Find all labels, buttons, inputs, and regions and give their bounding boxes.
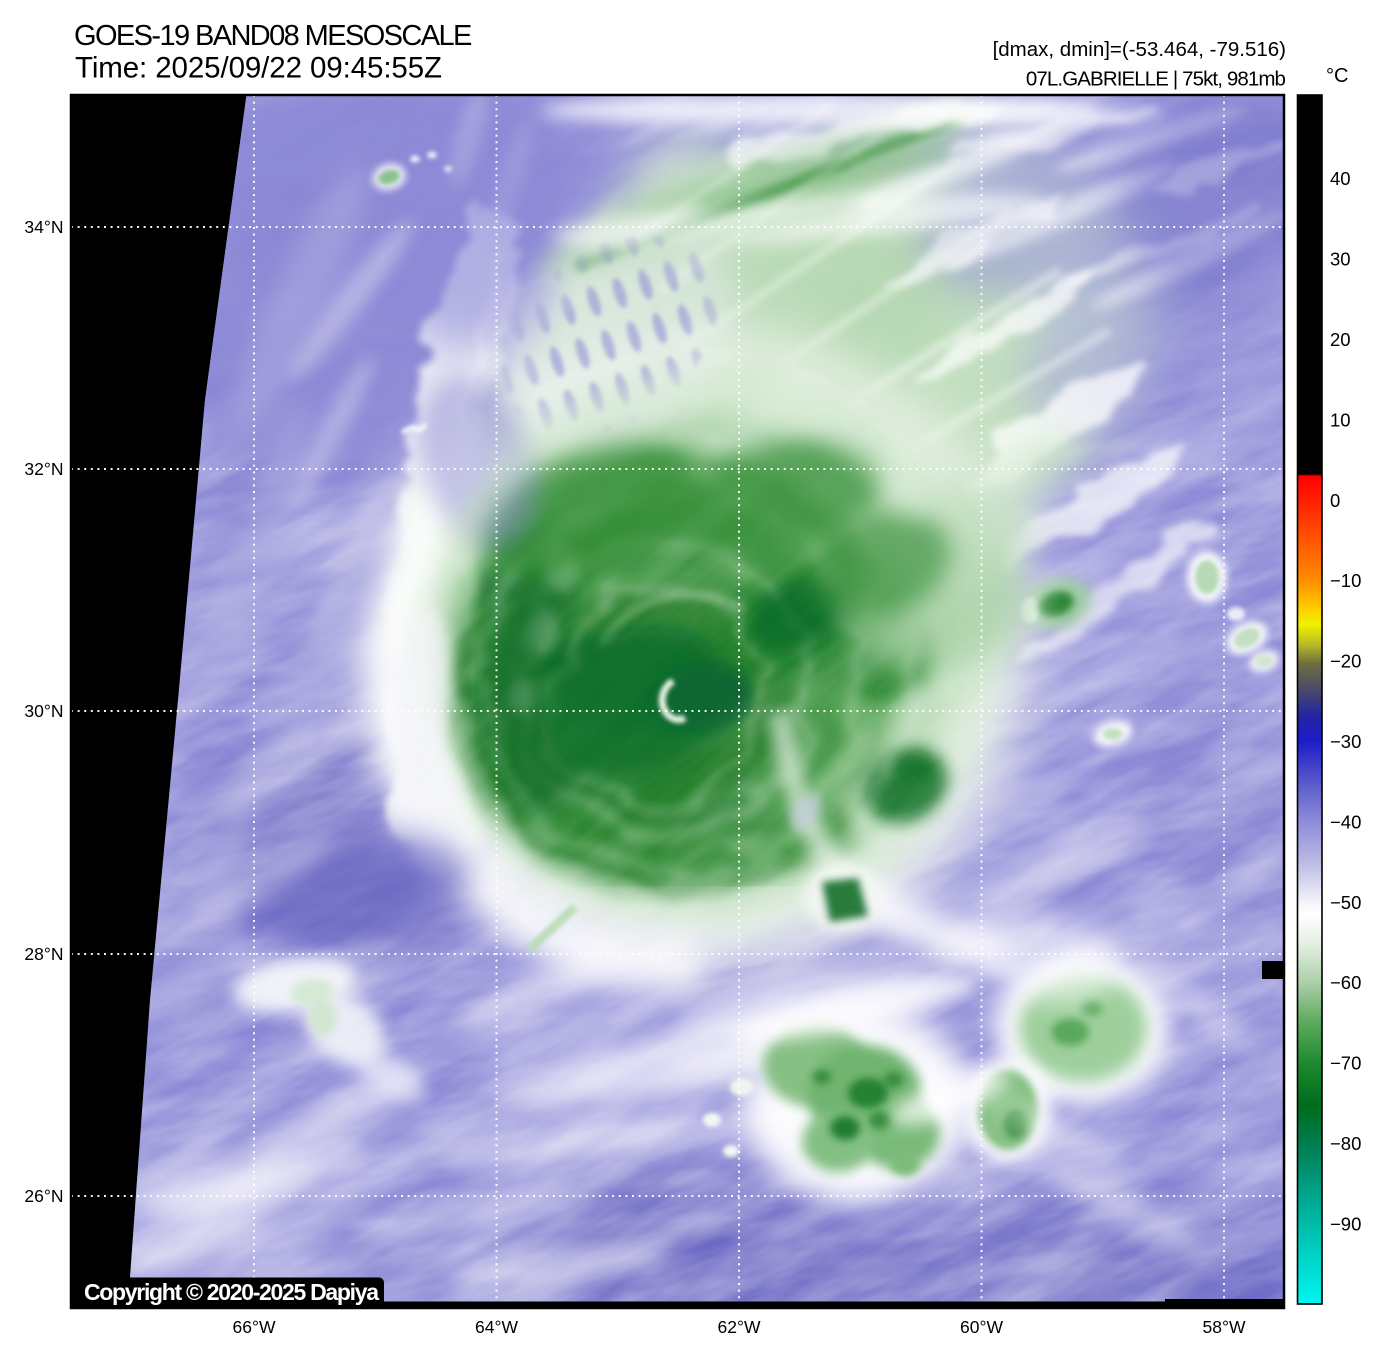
svg-text:−60: −60 xyxy=(1330,972,1361,993)
svg-text:66°W: 66°W xyxy=(233,1317,276,1337)
svg-text:−10: −10 xyxy=(1330,570,1361,591)
svg-text:−70: −70 xyxy=(1330,1053,1361,1074)
svg-text:Copyright © 2020-2025 Dapiya: Copyright © 2020-2025 Dapiya xyxy=(84,1279,379,1305)
svg-text:0: 0 xyxy=(1330,490,1340,511)
svg-text:GOES-19 BAND08 MESOSCALE: GOES-19 BAND08 MESOSCALE xyxy=(74,20,472,52)
svg-text:−30: −30 xyxy=(1330,731,1361,752)
svg-text:58°W: 58°W xyxy=(1203,1317,1246,1337)
svg-text:−40: −40 xyxy=(1330,811,1361,832)
svg-text:32°N: 32°N xyxy=(24,459,63,479)
svg-text:−50: −50 xyxy=(1330,892,1361,913)
svg-text:60°W: 60°W xyxy=(960,1317,1003,1337)
svg-text:°C: °C xyxy=(1326,65,1348,87)
svg-text:62°W: 62°W xyxy=(718,1317,761,1337)
svg-text:20: 20 xyxy=(1330,329,1351,350)
svg-text:28°N: 28°N xyxy=(24,944,63,964)
svg-text:[dmax, dmin]=(-53.464, -79.516: [dmax, dmin]=(-53.464, -79.516) xyxy=(993,38,1286,61)
svg-text:−80: −80 xyxy=(1330,1133,1361,1154)
svg-text:26°N: 26°N xyxy=(24,1186,63,1206)
svg-text:40: 40 xyxy=(1330,168,1351,189)
svg-text:10: 10 xyxy=(1330,409,1351,430)
svg-text:−90: −90 xyxy=(1330,1213,1361,1234)
svg-text:Time: 2025/09/22 09:45:55Z: Time: 2025/09/22 09:45:55Z xyxy=(75,52,442,85)
svg-text:30°N: 30°N xyxy=(24,701,63,721)
svg-text:64°W: 64°W xyxy=(475,1317,518,1337)
svg-text:−20: −20 xyxy=(1330,651,1361,672)
svg-text:07L.GABRIELLE | 75kt, 981mb: 07L.GABRIELLE | 75kt, 981mb xyxy=(1026,68,1286,91)
svg-text:34°N: 34°N xyxy=(24,217,63,237)
svg-text:30: 30 xyxy=(1330,249,1351,270)
